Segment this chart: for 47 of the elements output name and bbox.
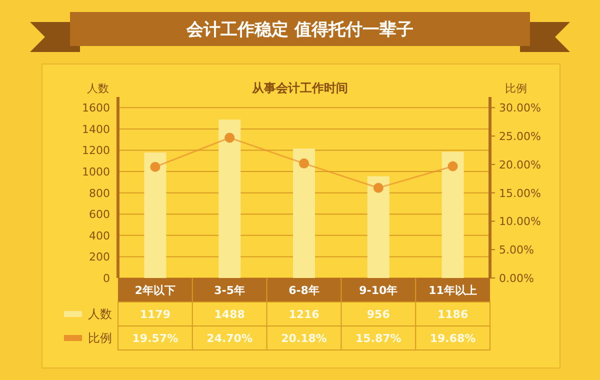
y-tick-label: 600 [89,208,110,222]
y-tick-label: 1600 [82,102,110,115]
y-tick-label: 0 [103,272,110,285]
y2-axis-title: 比例 [505,82,527,95]
data-label: 956 [366,308,390,321]
legend-label: 人数 [88,307,112,321]
point [448,161,458,172]
data-label: 19.57% [132,332,178,345]
data-label: 24.70% [206,332,253,345]
bar [293,148,315,278]
x-tick-label: 6-8年 [288,284,320,297]
point [373,182,384,193]
y2-tick-label: 0.00% [499,272,534,285]
data-label: 20.18% [281,332,327,345]
y2-tick-label: 15.00% [499,186,541,200]
point [299,158,309,168]
chart-subtitle: 从事会计工作时间 [251,81,348,95]
y-axis-title: 人数 [87,82,109,95]
x-tick-label: 2年以下 [134,284,176,297]
bar [442,152,464,278]
y2-tick-label: 10.00% [499,215,541,228]
x-tick-label: 3-5年 [214,284,246,297]
point [150,162,160,172]
chart-title: 会计工作稳定 值得托付一辈子 [186,20,414,40]
y-tick-label: 1000 [82,166,110,179]
data-label: 1179 [140,308,171,321]
data-label: 1216 [288,308,320,321]
legend-label: 比例 [88,331,112,345]
y-tick-label: 1400 [82,122,110,136]
y-tick-label: 800 [89,186,110,200]
y2-tick-label: 25.00% [499,130,541,144]
y2-tick-label: 30.00% [499,102,541,115]
bar [367,176,390,278]
x-tick-label: 9-10年 [359,284,398,297]
data-label: 1186 [437,308,468,321]
y-tick-label: 400 [89,229,110,242]
point [224,132,235,143]
bar [144,152,166,278]
y2-tick-label: 5.00% [499,244,534,257]
y-tick-label: 200 [89,250,110,264]
y-tick-label: 1200 [82,144,110,158]
data-label: 15.87% [355,332,402,345]
data-label: 19.68% [430,332,476,345]
data-label: 1488 [214,308,245,321]
y2-tick-label: 20.00% [499,158,541,172]
bar [218,120,241,278]
x-tick-label: 11年以上 [428,284,477,297]
